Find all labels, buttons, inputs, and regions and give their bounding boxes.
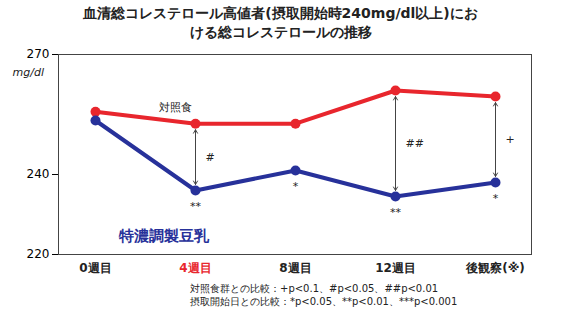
svg-text:*: * — [293, 180, 299, 193]
svg-text:#: # — [206, 151, 215, 164]
svg-text:+: + — [506, 133, 515, 146]
svg-text:4週目: 4週目 — [179, 261, 211, 275]
svg-text:対照食: 対照食 — [159, 101, 192, 114]
svg-text:mg/dl: mg/dl — [13, 66, 44, 79]
svg-text:**: ** — [390, 206, 402, 219]
svg-text:0週目: 0週目 — [79, 261, 111, 275]
svg-text:##: ## — [406, 137, 424, 150]
svg-text:270: 270 — [27, 47, 50, 61]
svg-text:特濃調製豆乳: 特濃調製豆乳 — [118, 227, 210, 245]
svg-text:*: * — [493, 192, 499, 205]
svg-text:**: ** — [190, 200, 202, 213]
svg-text:8週目: 8週目 — [279, 261, 311, 275]
svg-text:240: 240 — [27, 167, 50, 181]
svg-text:12週目: 12週目 — [375, 261, 416, 275]
svg-text:220: 220 — [27, 247, 50, 261]
html-text:血清総コレステロール高値者(摂取開始時240mg/dl以上): 血清総コレステロール高値者(摂取開始時240mg/dl以上)における総コレステロ… — [83, 5, 478, 40]
html-text:対照食群との比較：+p<0.1、#p<0.05、##p<0.: 対照食群との比較：+p<0.1、#p<0.05、##p<0.01 — [190, 283, 439, 294]
html-text:摂取開始日との比較：*p<0.05、**p<0.01、***: 摂取開始日との比較：*p<0.05、**p<0.01、***p<0.001 — [190, 296, 458, 307]
svg-text:後観察(※): 後観察(※) — [465, 261, 525, 275]
